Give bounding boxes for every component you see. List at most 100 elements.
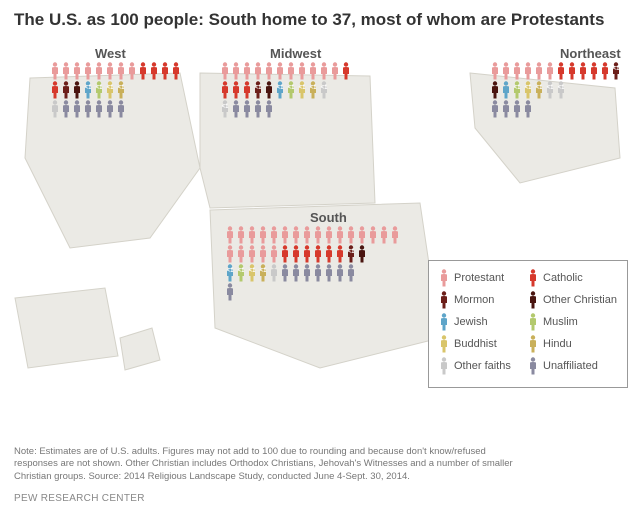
person-value: <1 bbox=[534, 85, 544, 91]
person-protestant bbox=[346, 226, 356, 244]
person-protestant bbox=[258, 226, 268, 244]
person-protestant bbox=[545, 62, 555, 80]
person-other_christian bbox=[357, 245, 367, 263]
person-group-midwest: <1<1<1<1<1<1<1 bbox=[220, 62, 360, 119]
legend-label: Other faiths bbox=[454, 360, 511, 372]
person-value: <1 bbox=[512, 85, 522, 91]
infographic: The U.S. as 100 people: South home to 37… bbox=[0, 0, 640, 512]
person-value: <1 bbox=[83, 85, 93, 91]
person-other_christian bbox=[264, 81, 274, 99]
person-hindu: <1 bbox=[116, 81, 126, 99]
person-muslim: <1 bbox=[94, 81, 104, 99]
legend-item-other_christian: Other Christian bbox=[528, 291, 617, 309]
person-other_faiths bbox=[50, 100, 60, 118]
person-buddhist: <1 bbox=[247, 264, 257, 282]
person-buddhist: <1 bbox=[523, 81, 533, 99]
person-unaffiliated bbox=[242, 100, 252, 118]
person-unaffiliated bbox=[280, 264, 290, 282]
person-unaffiliated bbox=[105, 100, 115, 118]
person-protestant bbox=[291, 226, 301, 244]
person-protestant bbox=[116, 62, 126, 80]
person-protestant bbox=[280, 226, 290, 244]
person-value: <1 bbox=[556, 85, 566, 91]
person-other_faiths: <1 bbox=[545, 81, 555, 99]
person-value: <1 bbox=[523, 85, 533, 91]
legend-item-other_faiths: Other faiths bbox=[439, 357, 528, 375]
person-group-northeast: <1<1<1<1<1<1 bbox=[490, 62, 620, 119]
person-unaffiliated bbox=[231, 100, 241, 118]
legend-label: Protestant bbox=[454, 272, 504, 284]
person-protestant bbox=[357, 226, 367, 244]
person-other_faiths: <1 bbox=[220, 100, 230, 118]
person-unaffiliated bbox=[94, 100, 104, 118]
region-label-midwest: Midwest bbox=[270, 46, 321, 61]
person-unaffiliated bbox=[501, 100, 511, 118]
person-value: <1 bbox=[105, 85, 115, 91]
person-value: <1 bbox=[545, 85, 555, 91]
person-other_faiths: <1 bbox=[319, 81, 329, 99]
person-protestant bbox=[264, 62, 274, 80]
person-value: <1 bbox=[286, 85, 296, 91]
person-value: <1 bbox=[275, 85, 285, 91]
person-protestant bbox=[379, 226, 389, 244]
person-catholic bbox=[149, 62, 159, 80]
person-value: <1 bbox=[253, 85, 263, 91]
person-value: <1 bbox=[319, 85, 329, 91]
person-catholic bbox=[242, 81, 252, 99]
person-protestant bbox=[313, 226, 323, 244]
person-catholic bbox=[600, 62, 610, 80]
person-jewish: <1 bbox=[83, 81, 93, 99]
person-unaffiliated bbox=[346, 264, 356, 282]
legend-label: Muslim bbox=[543, 316, 578, 328]
person-protestant bbox=[50, 62, 60, 80]
person-jewish: <1 bbox=[225, 264, 235, 282]
person-protestant bbox=[324, 226, 334, 244]
person-value: <1 bbox=[308, 85, 318, 91]
person-mormon: <1 bbox=[611, 62, 621, 80]
person-group-west: <1<1<1<1 bbox=[50, 62, 180, 119]
page-title: The U.S. as 100 people: South home to 37… bbox=[0, 0, 640, 36]
person-catholic bbox=[313, 245, 323, 263]
legend-label: Unaffiliated bbox=[543, 360, 598, 372]
person-protestant bbox=[242, 62, 252, 80]
person-protestant bbox=[236, 245, 246, 263]
legend-label: Buddhist bbox=[454, 338, 497, 350]
person-mormon bbox=[61, 81, 71, 99]
person-catholic bbox=[171, 62, 181, 80]
person-protestant bbox=[269, 245, 279, 263]
person-protestant bbox=[258, 245, 268, 263]
region-label-south: South bbox=[310, 210, 347, 225]
person-value: <1 bbox=[346, 249, 356, 255]
person-protestant bbox=[253, 62, 263, 80]
footer-source: PEW RESEARCH CENTER bbox=[14, 493, 145, 504]
person-protestant bbox=[319, 62, 329, 80]
person-unaffiliated bbox=[225, 283, 235, 301]
legend-item-mormon: Mormon bbox=[439, 291, 528, 309]
legend-item-hindu: Hindu bbox=[528, 335, 617, 353]
person-value: <1 bbox=[297, 85, 307, 91]
person-hindu: <1 bbox=[258, 264, 268, 282]
legend-label: Jewish bbox=[454, 316, 488, 328]
person-protestant bbox=[512, 62, 522, 80]
legend-item-muslim: Muslim bbox=[528, 313, 617, 331]
person-protestant bbox=[368, 226, 378, 244]
person-mormon: <1 bbox=[253, 81, 263, 99]
person-protestant bbox=[275, 62, 285, 80]
person-muslim: <1 bbox=[512, 81, 522, 99]
person-jewish: <1 bbox=[275, 81, 285, 99]
person-protestant bbox=[94, 62, 104, 80]
person-catholic bbox=[589, 62, 599, 80]
person-catholic bbox=[324, 245, 334, 263]
person-jewish bbox=[501, 81, 511, 99]
person-protestant bbox=[501, 62, 511, 80]
person-protestant bbox=[330, 62, 340, 80]
person-catholic bbox=[138, 62, 148, 80]
person-value: <1 bbox=[258, 268, 268, 274]
person-protestant bbox=[490, 62, 500, 80]
person-protestant bbox=[72, 62, 82, 80]
person-unaffiliated bbox=[523, 100, 533, 118]
person-protestant bbox=[225, 245, 235, 263]
person-protestant bbox=[390, 226, 400, 244]
person-unaffiliated bbox=[83, 100, 93, 118]
legend-label: Other Christian bbox=[543, 294, 617, 306]
